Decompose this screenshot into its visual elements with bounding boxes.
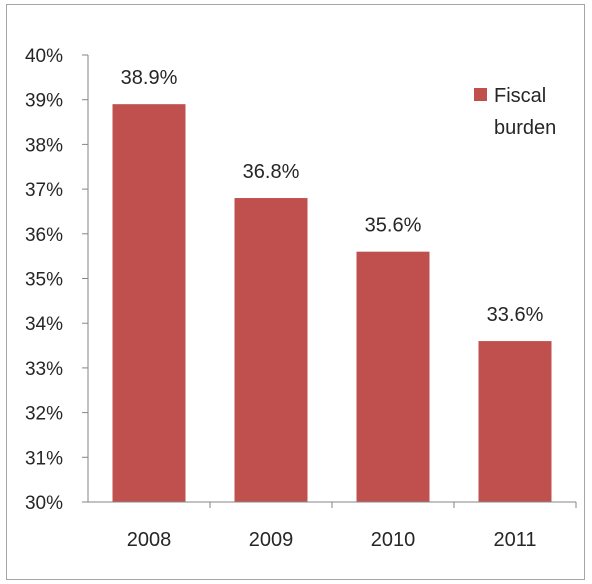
y-tick-label: 40% [25,46,63,67]
x-axis-labels: 2008 2009 2010 2011 [127,502,577,551]
data-label-2009: 36.8% [243,161,300,183]
data-labels: 38.9% 36.8% 35.6% 33.6% [121,67,544,326]
y-tick-label: 37% [25,180,63,201]
x-tick-label: 2011 [493,529,536,551]
y-tick-label: 39% [25,91,63,112]
data-label-2008: 38.9% [121,67,178,89]
y-tick-label: 35% [25,270,63,291]
x-tick-label: 2010 [371,529,416,551]
y-tick-label: 36% [25,225,63,246]
legend-swatch [474,88,487,101]
data-label-2010: 35.6% [365,215,422,237]
x-tick-label: 2009 [249,529,294,551]
y-tick-label: 32% [25,404,63,425]
bar-2010 [356,251,430,502]
legend-label: Fiscal [494,85,546,107]
y-tick-label: 38% [25,135,63,156]
y-tick-label: 30% [25,493,63,514]
data-label-2011: 33.6% [487,304,544,326]
y-tick-label: 31% [25,448,63,469]
legend-label: burden [494,117,556,139]
legend: Fiscal burden [474,85,556,139]
bar-2009 [234,198,308,503]
y-tick-label: 34% [25,314,63,335]
x-tick-label: 2008 [127,529,172,551]
bars [112,104,552,503]
y-tick-label: 33% [25,359,63,380]
bar-2008 [112,104,186,503]
y-axis-ticks: 30% 31% 32% 33% 34% 35% 36% 37% 38% 39% 40% [25,46,88,514]
bar-2011 [478,341,552,502]
